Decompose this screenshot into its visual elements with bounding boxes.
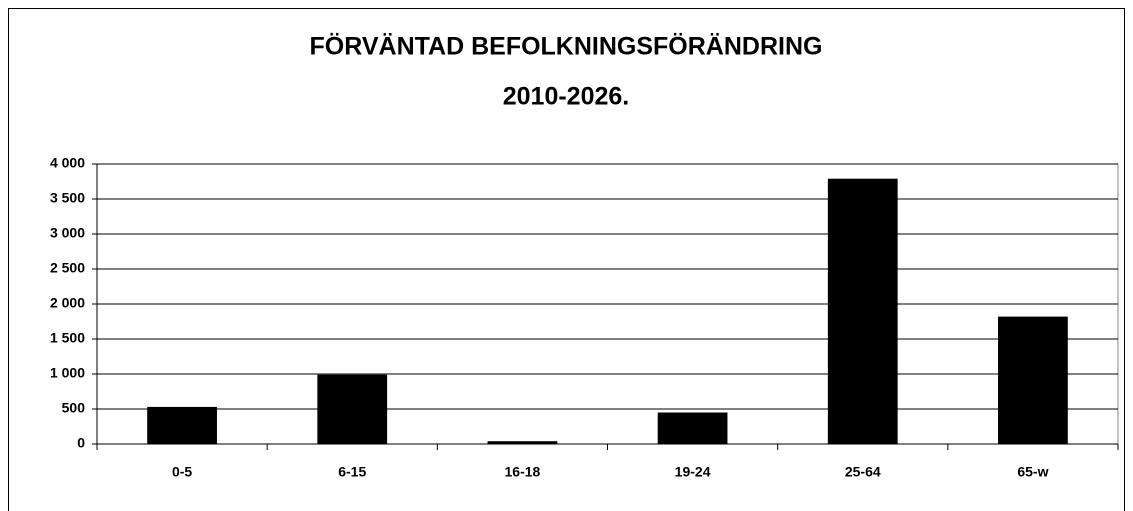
y-tick-label: 1 000 [50,365,85,381]
bar [317,374,388,444]
bar [657,412,728,444]
y-tick-label: 2 000 [50,295,85,311]
x-tick-label: 19-24 [675,464,711,480]
chart-title: FÖRVÄNTAD BEFOLKNINGSFÖRÄNDRING [310,32,823,61]
y-tick-label: 2 500 [50,260,85,276]
chart-subtitle: 2010-2026. [503,83,630,111]
bar [487,441,558,444]
y-tick-label: 4 000 [50,155,85,171]
bar [147,406,217,444]
x-tick-label: 25-64 [845,464,881,480]
y-tick-label: 500 [62,400,86,416]
x-tick-label: 65-w [1017,464,1048,480]
y-tick-label: 0 [77,435,85,451]
y-tick-label: 3 500 [50,190,85,206]
bar [827,178,898,444]
x-tick-label: 0-5 [172,464,192,480]
x-tick-label: 16-18 [505,464,541,480]
bar [998,316,1068,444]
y-tick-label: 3 000 [50,225,85,241]
x-tick-label: 6-15 [338,464,366,480]
y-tick-label: 1 500 [50,330,85,346]
